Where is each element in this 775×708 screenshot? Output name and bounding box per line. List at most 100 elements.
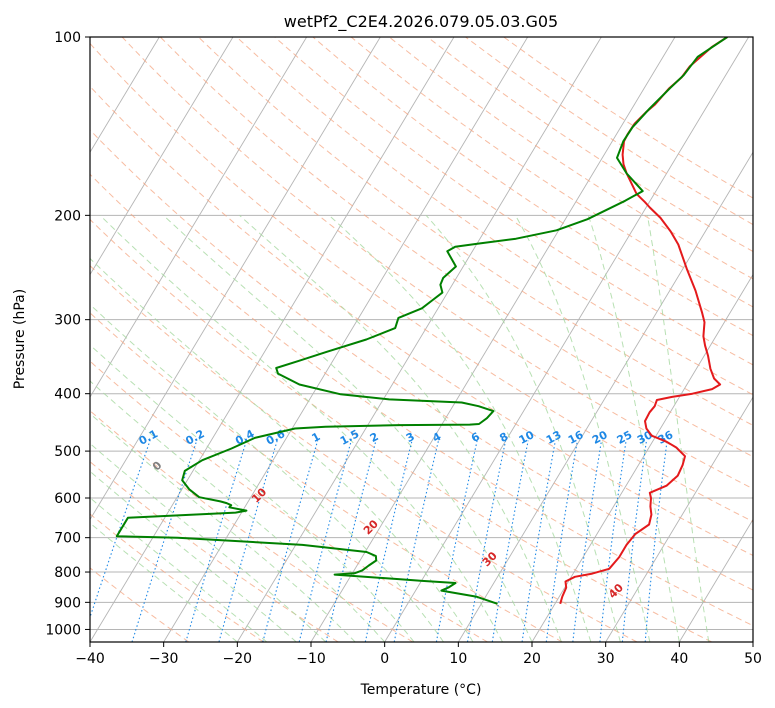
- mixing-ratio-label: 4: [430, 430, 443, 445]
- y-tick-label: 300: [54, 313, 81, 329]
- mixing-ratio-line: [545, 440, 578, 642]
- moist-adiabat-line: [90, 442, 327, 642]
- y-tick-label: 900: [54, 595, 81, 611]
- dry-adiabat-line: [90, 461, 339, 642]
- mixing-ratio-label: 25: [615, 428, 635, 447]
- moist-adiabat-line: [90, 470, 297, 642]
- mixing-ratio-label: 3: [404, 430, 417, 445]
- isotherm-line: [0, 37, 12, 642]
- moist-adiabats: [90, 214, 710, 642]
- dry-adiabat-label: 40: [606, 581, 626, 601]
- y-tick-label: 100: [54, 30, 81, 46]
- mixing-ratio-line: [364, 440, 413, 642]
- isopleth-labels: 0.10.20.40.611.52346810131620253036-100-…: [137, 427, 676, 601]
- dry-adiabat-line: [236, 37, 753, 396]
- dry-adiabat-line: [312, 37, 753, 337]
- isotherm-line: [90, 37, 455, 642]
- dry-adiabat-line: [90, 513, 264, 642]
- y-axis-ticks: 1000 900 800 700 600 500 400 300 200 100: [45, 30, 90, 638]
- mixing-ratio-label: 1: [310, 430, 323, 445]
- x-tick-label: 10: [449, 651, 467, 667]
- isotherm-line: [236, 37, 602, 642]
- moist-adiabat-line: [90, 257, 474, 642]
- x-tick-label: −40: [75, 651, 105, 667]
- x-tick-label: 20: [523, 651, 541, 667]
- moist-adiabat-line: [99, 214, 503, 642]
- x-tick-label: 50: [744, 651, 762, 667]
- isotherm-line: [678, 518, 753, 642]
- plot-frame: [89, 36, 754, 643]
- mixing-ratio-line: [185, 440, 248, 642]
- mixing-ratio-line: [491, 440, 529, 642]
- temperature-profile-line: [559, 37, 728, 605]
- isotherm-line: [90, 37, 234, 276]
- mixing-ratio-label: 20: [590, 428, 610, 447]
- isotherm-line: [90, 37, 381, 521]
- isotherms: [0, 37, 753, 642]
- isotherm-line: [90, 37, 160, 154]
- moist-adiabat-line: [90, 380, 386, 642]
- mixing-ratio-label: 0.2: [183, 427, 206, 448]
- y-tick-label: 1000: [45, 622, 81, 638]
- y-tick-label: 200: [54, 208, 81, 224]
- x-axis-label: Temperature (°C): [360, 682, 482, 698]
- mixing-ratio-line: [131, 440, 198, 642]
- profile-series: [115, 37, 728, 605]
- mixing-ratio-line: [435, 440, 478, 642]
- moist-adiabat-line: [163, 214, 533, 642]
- isotherm-line: [457, 151, 753, 642]
- dry-adiabat-line: [388, 37, 753, 280]
- mixing-ratio-label: 0.1: [137, 427, 160, 448]
- dry-adiabat-line: [90, 218, 712, 642]
- moist-adiabat-line: [328, 214, 592, 642]
- mixing-ratio-label: 16: [566, 428, 586, 447]
- mixing-ratio-line: [393, 440, 440, 642]
- mixing-ratio-line: [262, 440, 319, 642]
- dry-adiabat-line: [159, 37, 753, 458]
- x-axis-ticks: −40 −30 −20 −10 0 10 20 30 40 50: [75, 642, 762, 667]
- isotherm-line: [605, 396, 753, 642]
- mixing-ratio-line: [621, 440, 648, 642]
- isotherm-line: [90, 37, 308, 398]
- mixing-ratio-line: [218, 440, 278, 642]
- mixing-ratio-line: [644, 440, 668, 642]
- dry-adiabat-line: [90, 173, 753, 627]
- dry-adiabat-line: [121, 37, 753, 490]
- dry-adiabat-line: [350, 37, 753, 308]
- dry-adiabat-line: [90, 265, 638, 642]
- mixing-ratio-label: 36: [656, 428, 676, 447]
- dry-adiabat-line: [274, 37, 753, 366]
- y-tick-label: 800: [54, 565, 81, 581]
- x-tick-label: −30: [149, 651, 179, 667]
- dry-adiabat-line: [90, 129, 753, 591]
- isotherm-line: [531, 273, 753, 642]
- y-tick-label: 600: [54, 491, 81, 507]
- dry-adiabat-label: 10: [249, 485, 269, 505]
- mixing-ratio-label: 13: [544, 428, 564, 447]
- mixing-ratio-line: [90, 440, 151, 619]
- dry-adiabat-label: 30: [480, 549, 500, 569]
- dry-adiabat-line: [90, 360, 488, 642]
- moist-adiabat-line: [646, 215, 710, 642]
- dry-adiabat-line: [90, 567, 190, 642]
- mixing-ratio-line: [572, 440, 603, 642]
- mixing-ratio-line: [521, 440, 556, 642]
- moist-adiabat-line: [514, 215, 651, 642]
- mixing-ratio-label: 6: [469, 430, 482, 445]
- chart-title: wetPf2_C2E4.2026.079.05.03.G05: [284, 12, 558, 32]
- mixing-ratio-line: [298, 440, 352, 642]
- moist-adiabat-line: [239, 214, 562, 642]
- moist-adiabat-line: [587, 215, 680, 642]
- mixing-ratio-label: 1.5: [338, 427, 361, 448]
- mixing-ratio-line: [325, 440, 377, 642]
- mixing-ratio-label: 0.4: [233, 427, 257, 448]
- mixing-ratio-label: 10: [517, 428, 537, 447]
- plot-area: 0.10.20.40.611.52346810131620253036-100-…: [0, 37, 753, 642]
- y-axis-label: Pressure (hPa): [12, 289, 28, 389]
- dry-adiabat-line: [90, 312, 563, 642]
- mixing-ratio-lines: [90, 440, 668, 642]
- x-tick-label: 30: [597, 651, 615, 667]
- dry-adiabat-line: [198, 37, 753, 426]
- y-tick-label: 700: [54, 531, 81, 547]
